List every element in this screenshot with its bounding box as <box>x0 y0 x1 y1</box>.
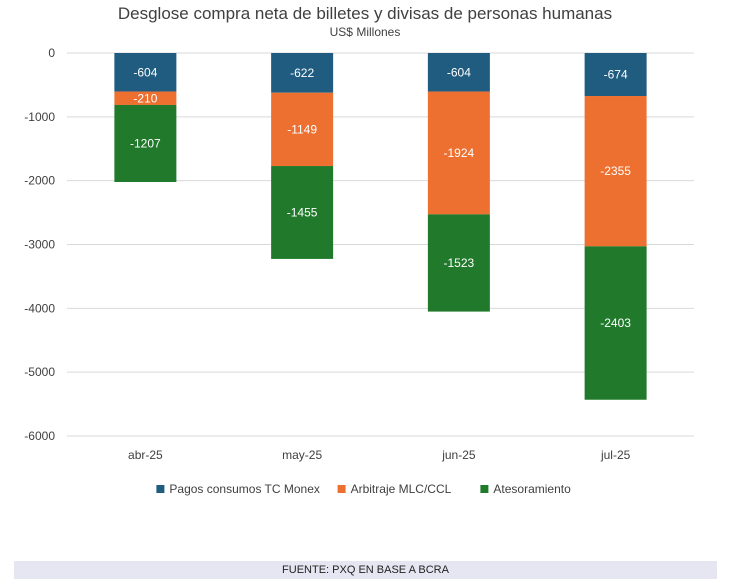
legend-label: Atesoramiento <box>493 482 571 496</box>
y-tick-label: -2000 <box>24 174 55 188</box>
bar-segment <box>114 104 177 183</box>
y-tick-label: -4000 <box>24 301 55 315</box>
chart-subtitle: US$ Millones <box>329 25 401 39</box>
data-labels: -604 -210 -1207 -622 -1149 -1455 -604 -1924 -152… <box>130 65 631 330</box>
x-tick-label: abr-25 <box>128 448 163 462</box>
y-tick-label: -1000 <box>24 110 55 124</box>
legend: Pagos consumos TC Monex Arbitraje MLC/CCL… <box>156 482 571 496</box>
bar-segment <box>114 91 177 105</box>
data-label: -1149 <box>287 122 317 136</box>
bar-segment <box>271 53 334 93</box>
bar-segment <box>427 214 490 312</box>
legend-label: Pagos consumos TC Monex <box>169 482 320 496</box>
chart-title: Desglose compra neta de billetes y divis… <box>117 4 613 23</box>
bar-segment <box>427 91 490 215</box>
x-tick-label: jun-25 <box>441 448 476 462</box>
bar-segment <box>114 53 177 92</box>
bar-segment <box>271 92 334 167</box>
data-label: -604 <box>133 65 157 79</box>
y-tick-label: -3000 <box>24 238 55 252</box>
legend-swatch <box>480 485 489 493</box>
bar-segment <box>584 53 647 97</box>
data-label: -674 <box>604 68 628 82</box>
source-footer: FUENTE: PXQ EN BASE A BCRA <box>14 561 717 579</box>
y-tick-label: -6000 <box>24 429 55 443</box>
data-label: -604 <box>447 65 471 79</box>
bar-segment <box>427 53 490 92</box>
data-label: -622 <box>290 66 314 80</box>
bar-segment <box>271 166 334 259</box>
bar-segment <box>584 246 647 400</box>
data-label: -1523 <box>444 256 475 270</box>
x-tick-label: jul-25 <box>600 448 631 462</box>
data-label: -1924 <box>444 146 475 160</box>
y-tick-label: 0 <box>48 46 55 60</box>
legend-label: Arbitraje MLC/CCL <box>351 482 452 496</box>
data-label: -1455 <box>287 205 318 219</box>
legend-swatch <box>156 485 165 493</box>
data-label: -2355 <box>600 164 631 178</box>
data-label: -1207 <box>130 136 161 150</box>
y-tick-label: -5000 <box>24 365 55 379</box>
x-axis-tick-labels: abr-25 may-25 jun-25 jul-25 <box>128 448 631 462</box>
data-label: -2403 <box>600 316 631 330</box>
y-axis-tick-labels: 0 -1000 -2000 -3000 -4000 -5000 -6000 <box>24 46 55 443</box>
bars <box>114 53 647 400</box>
legend-swatch <box>337 485 346 493</box>
data-label: -210 <box>133 91 157 105</box>
bar-segment <box>584 96 647 247</box>
x-tick-label: may-25 <box>282 448 322 462</box>
